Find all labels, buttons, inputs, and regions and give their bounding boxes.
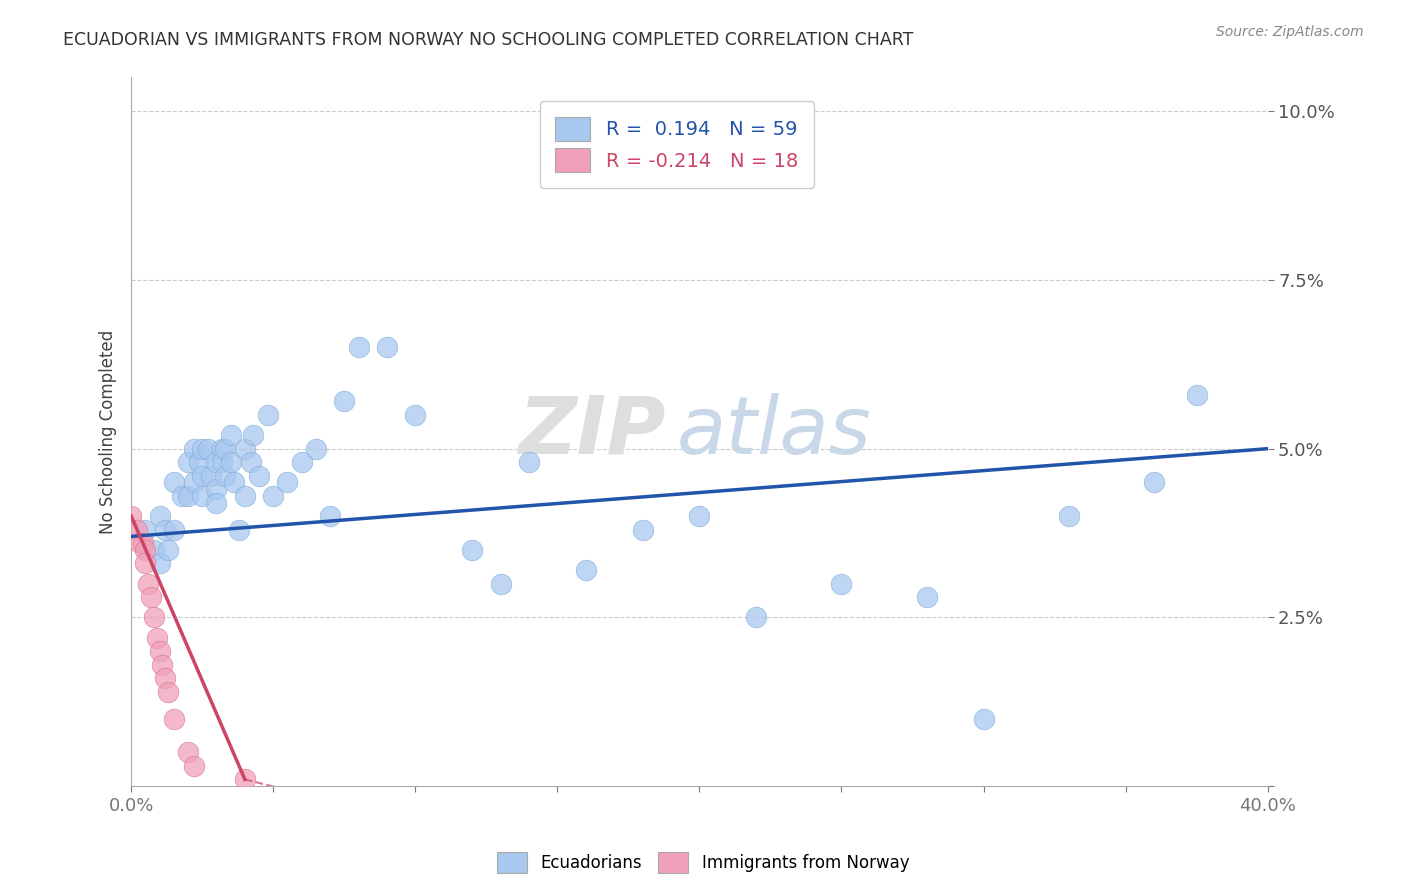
Point <box>1057 509 1080 524</box>
Point <box>183 475 205 490</box>
Point <box>139 590 162 604</box>
Point <box>191 489 214 503</box>
Point <box>157 542 180 557</box>
Point <box>205 455 228 469</box>
Legend: Ecuadorians, Immigrants from Norway: Ecuadorians, Immigrants from Norway <box>491 846 915 880</box>
Point <box>128 536 150 550</box>
Point <box>177 489 200 503</box>
Point <box>233 489 256 503</box>
Point <box>177 745 200 759</box>
Point <box>688 509 710 524</box>
Point <box>219 428 242 442</box>
Point <box>688 152 710 166</box>
Point <box>134 542 156 557</box>
Point <box>157 684 180 698</box>
Point <box>125 523 148 537</box>
Point <box>291 455 314 469</box>
Point <box>149 644 172 658</box>
Point <box>461 542 484 557</box>
Point <box>146 631 169 645</box>
Point <box>242 428 264 442</box>
Point <box>183 759 205 773</box>
Point <box>131 536 153 550</box>
Point <box>347 340 370 354</box>
Point <box>155 671 177 685</box>
Point <box>973 712 995 726</box>
Text: atlas: atlas <box>676 392 872 471</box>
Point <box>222 475 245 490</box>
Legend: R =  0.194   N = 59, R = -0.214   N = 18: R = 0.194 N = 59, R = -0.214 N = 18 <box>540 102 814 187</box>
Point <box>247 468 270 483</box>
Point <box>575 563 598 577</box>
Point <box>228 523 250 537</box>
Point <box>163 523 186 537</box>
Point <box>191 442 214 456</box>
Point <box>631 523 654 537</box>
Point <box>172 489 194 503</box>
Point <box>191 468 214 483</box>
Point <box>404 408 426 422</box>
Point <box>134 523 156 537</box>
Point <box>200 468 222 483</box>
Point <box>136 576 159 591</box>
Point <box>915 590 938 604</box>
Point <box>163 712 186 726</box>
Point <box>276 475 298 490</box>
Point <box>205 482 228 496</box>
Point <box>183 442 205 456</box>
Point <box>177 455 200 469</box>
Point <box>211 455 233 469</box>
Point <box>143 542 166 557</box>
Text: ECUADORIAN VS IMMIGRANTS FROM NORWAY NO SCHOOLING COMPLETED CORRELATION CHART: ECUADORIAN VS IMMIGRANTS FROM NORWAY NO … <box>63 31 914 49</box>
Text: ZIP: ZIP <box>517 392 665 471</box>
Point <box>214 468 236 483</box>
Point <box>489 576 512 591</box>
Point <box>163 475 186 490</box>
Point <box>517 455 540 469</box>
Point <box>120 509 142 524</box>
Point <box>375 340 398 354</box>
Point <box>211 442 233 456</box>
Point <box>1185 387 1208 401</box>
Point <box>155 523 177 537</box>
Point <box>219 455 242 469</box>
Point <box>205 496 228 510</box>
Point <box>233 442 256 456</box>
Point <box>149 557 172 571</box>
Point <box>830 576 852 591</box>
Point <box>143 610 166 624</box>
Point <box>239 455 262 469</box>
Point <box>152 657 174 672</box>
Point <box>149 509 172 524</box>
Point <box>1143 475 1166 490</box>
Point <box>319 509 342 524</box>
Point <box>197 442 219 456</box>
Point <box>188 455 211 469</box>
Point <box>262 489 284 503</box>
Point <box>134 557 156 571</box>
Point <box>256 408 278 422</box>
Text: Source: ZipAtlas.com: Source: ZipAtlas.com <box>1216 25 1364 39</box>
Point <box>233 772 256 787</box>
Point <box>305 442 328 456</box>
Point <box>745 610 768 624</box>
Point <box>333 394 356 409</box>
Y-axis label: No Schooling Completed: No Schooling Completed <box>100 330 117 534</box>
Point <box>214 442 236 456</box>
